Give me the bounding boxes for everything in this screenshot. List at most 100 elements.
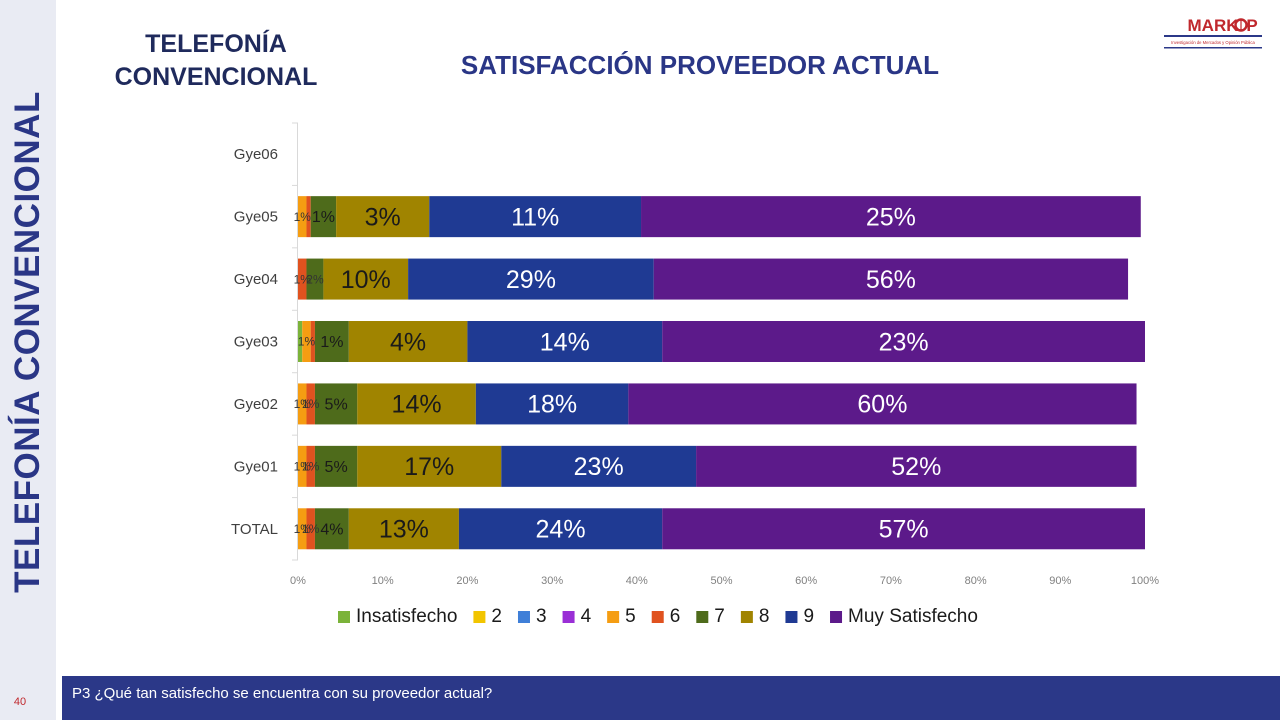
data-label: 24% — [536, 516, 586, 544]
data-label: 1% — [302, 460, 320, 474]
page-number: 40 — [13, 696, 27, 708]
data-label: 1% — [302, 522, 320, 536]
data-label: 1% — [294, 210, 312, 224]
side-band — [0, 0, 56, 720]
bar-segment — [501, 445, 697, 487]
bar-segment — [310, 196, 337, 238]
data-label: 57% — [879, 516, 929, 544]
data-label: 14% — [392, 391, 442, 419]
legend-swatch — [740, 611, 753, 623]
markop-logo: MARK P Investigación de Mercados y Opini… — [1164, 16, 1262, 49]
bar-segment — [310, 321, 315, 362]
legend-swatch — [562, 611, 575, 623]
legend-label: 6 — [670, 606, 681, 627]
category-label: TOTAL — [231, 521, 278, 538]
x-tick-label: 50% — [710, 575, 732, 587]
bar-segment — [357, 383, 476, 425]
data-label: 1% — [312, 209, 335, 226]
page-number-box — [0, 690, 56, 720]
data-label: 1% — [294, 460, 312, 474]
svg-text:MARK: MARK — [1188, 16, 1240, 35]
legend-swatch — [607, 611, 620, 623]
x-tick-label: 10% — [372, 575, 394, 587]
data-label: 1% — [294, 272, 312, 286]
legend-swatch — [696, 611, 709, 623]
section-title-line2: CONVENCIONAL — [114, 63, 318, 91]
data-label: 1% — [294, 397, 312, 411]
bar-segment — [357, 445, 502, 487]
footer-band — [62, 676, 1280, 720]
data-label: 2% — [306, 272, 324, 286]
legend-label: Insatisfecho — [356, 606, 457, 627]
bar-segment — [475, 383, 629, 425]
legend-label: 3 — [536, 606, 547, 627]
bar-segment — [306, 383, 315, 425]
data-label: 10% — [341, 266, 391, 294]
bar-segment — [306, 445, 315, 487]
legend-label: 5 — [625, 606, 636, 627]
bar-segment — [662, 321, 1145, 362]
x-tick-label: 30% — [541, 575, 563, 587]
category-label: Gye03 — [234, 334, 278, 351]
bar-segment — [336, 196, 430, 238]
data-label: 13% — [379, 516, 429, 544]
bar-segment — [306, 196, 311, 238]
x-tick-label: 80% — [965, 575, 987, 587]
data-label: 25% — [866, 203, 916, 231]
bar-segment — [306, 508, 315, 550]
data-label: 4% — [320, 521, 343, 538]
bar-segment — [348, 508, 459, 550]
data-label: 17% — [404, 453, 454, 481]
data-label: 5% — [325, 397, 348, 414]
x-tick-label: 90% — [1049, 575, 1071, 587]
bar-segment — [662, 508, 1145, 550]
bar-segment — [298, 321, 303, 362]
bar-segment — [628, 383, 1137, 425]
section-title: TELEFONÍA CONVENCIONAL — [96, 28, 336, 94]
svg-text:Investigación de Mercados y Op: Investigación de Mercados y Opinión Públ… — [1171, 40, 1255, 45]
bar-segment — [653, 258, 1129, 300]
bar-segment — [302, 321, 311, 362]
bar-segment — [314, 445, 358, 487]
bar-segment — [298, 196, 307, 238]
bar-segment — [314, 321, 349, 362]
bar-segment — [408, 258, 654, 300]
data-label: 11% — [511, 203, 559, 231]
data-label: 3% — [365, 203, 401, 231]
data-label: 23% — [574, 453, 624, 481]
bar-segment — [348, 321, 468, 362]
data-label: 14% — [540, 328, 590, 356]
bar-segment — [306, 258, 324, 300]
category-label: Gye02 — [234, 396, 278, 413]
bar-segment — [323, 258, 409, 300]
bar-segment — [314, 508, 349, 550]
data-label: 1% — [320, 334, 343, 351]
bar-segment — [298, 383, 307, 425]
bar-segment — [298, 445, 307, 487]
bar-segment — [314, 383, 358, 425]
bar-segment — [298, 508, 307, 550]
data-label: 1% — [302, 397, 320, 411]
legend-swatch — [651, 611, 664, 623]
category-label: Gye04 — [234, 271, 278, 288]
legend-swatch — [473, 611, 486, 623]
data-label: 56% — [866, 266, 916, 294]
x-tick-label: 20% — [456, 575, 478, 587]
data-label: 52% — [891, 453, 941, 481]
data-label: 60% — [857, 391, 907, 419]
category-label: Gye05 — [234, 209, 278, 226]
category-label: Gye01 — [234, 458, 278, 475]
data-label: 1% — [294, 522, 312, 536]
data-label: 1% — [298, 335, 316, 349]
category-label: Gye06 — [234, 146, 278, 163]
legend-swatch — [338, 611, 350, 623]
legend-label: Muy Satisfecho — [848, 606, 978, 627]
legend-swatch — [830, 611, 843, 623]
x-tick-label: 0% — [290, 575, 306, 587]
bar-segment — [641, 196, 1141, 238]
legend-label: 4 — [581, 606, 592, 627]
bar-segment — [429, 196, 642, 238]
x-tick-label: 100% — [1131, 575, 1159, 587]
data-label: 5% — [325, 459, 348, 476]
